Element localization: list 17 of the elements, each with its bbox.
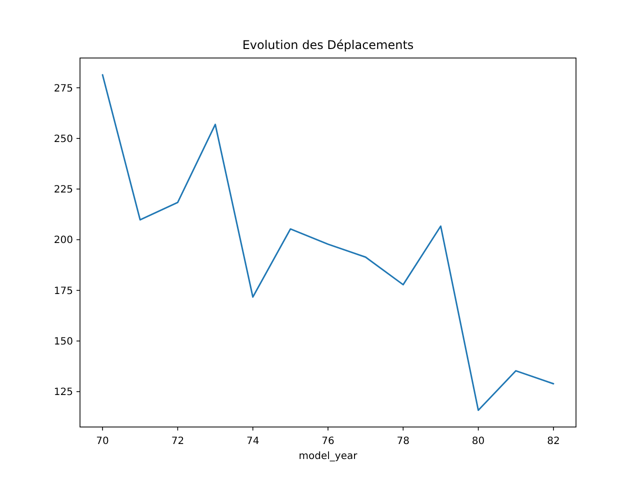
x-tick-label: 80 bbox=[472, 436, 485, 447]
x-axis-title: model_year bbox=[298, 451, 358, 462]
y-tick-label: 275 bbox=[54, 83, 73, 94]
y-tick-label: 225 bbox=[54, 184, 73, 196]
x-tick-label: 70 bbox=[96, 436, 109, 447]
x-tick-label: 82 bbox=[547, 436, 560, 447]
y-tick-label: 125 bbox=[54, 387, 73, 398]
y-tick-label: 150 bbox=[54, 336, 73, 348]
x-tick-label: 74 bbox=[246, 436, 260, 447]
chart-title: Evolution des Déplacements bbox=[242, 38, 414, 52]
x-tick-label: 78 bbox=[396, 436, 410, 447]
y-tick-label: 175 bbox=[54, 286, 73, 297]
line-series bbox=[102, 74, 554, 412]
y-tick-label: 200 bbox=[54, 235, 73, 246]
x-tick-label: 72 bbox=[171, 436, 184, 447]
x-tick-label: 76 bbox=[322, 436, 334, 447]
y-tick-label: 250 bbox=[54, 134, 73, 145]
